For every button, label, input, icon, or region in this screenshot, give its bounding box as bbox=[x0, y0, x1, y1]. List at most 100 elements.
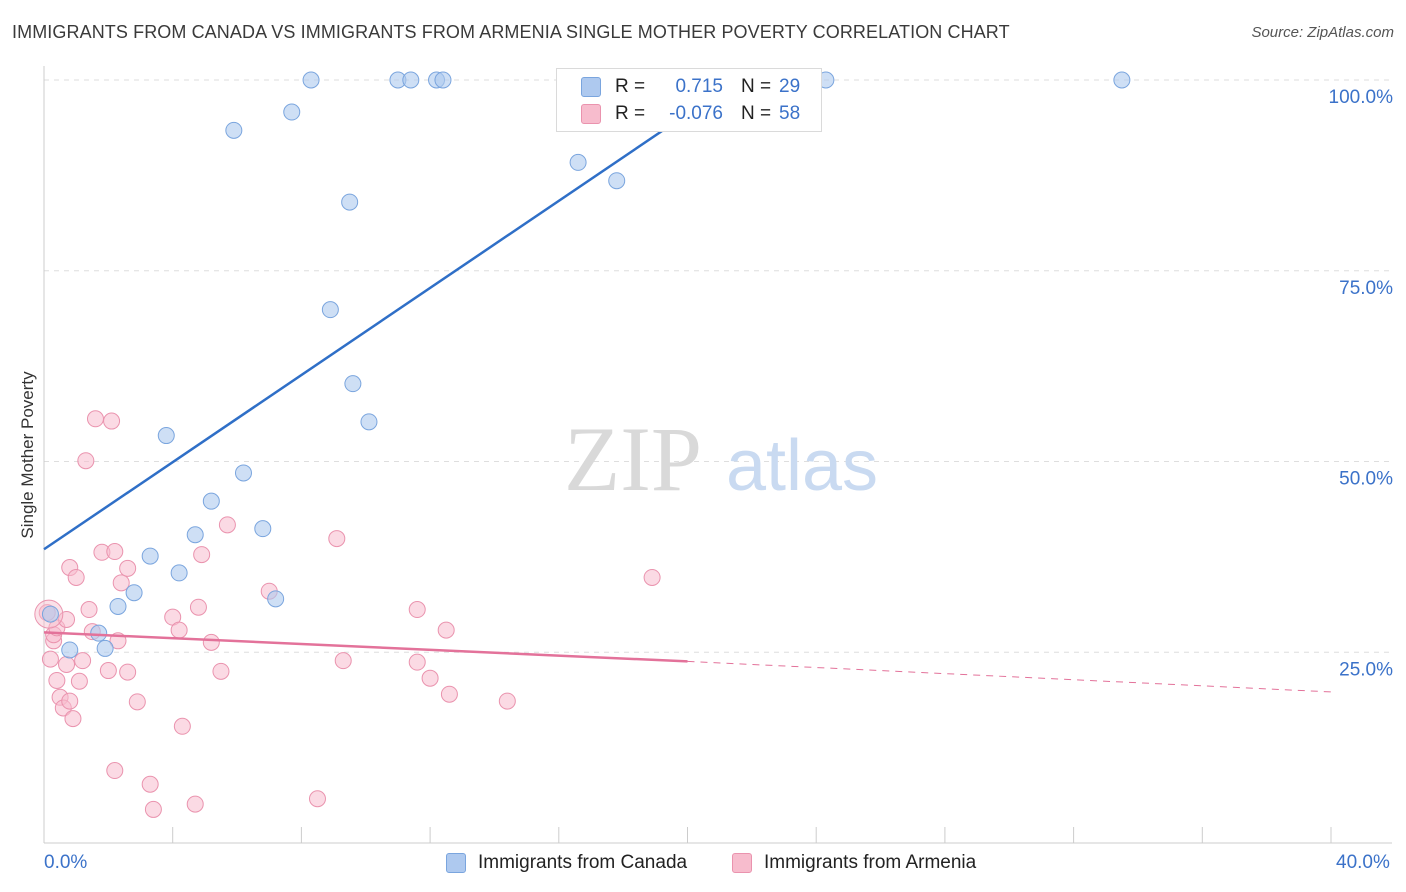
data-point-armenia bbox=[58, 655, 76, 673]
data-point-armenia bbox=[99, 662, 117, 680]
data-point-canada bbox=[186, 526, 204, 544]
data-point-armenia bbox=[106, 543, 124, 561]
source-label: Source: ZipAtlas.com bbox=[1251, 24, 1394, 41]
data-point-armenia bbox=[86, 410, 104, 428]
data-point-canada bbox=[41, 605, 59, 623]
n-label: N = bbox=[741, 76, 772, 97]
data-point-canada bbox=[434, 71, 452, 89]
data-point-armenia bbox=[643, 568, 661, 586]
data-point-armenia bbox=[112, 574, 130, 592]
data-point-armenia bbox=[48, 671, 66, 689]
data-point-armenia bbox=[141, 775, 159, 793]
legend-row-armenia: R = -0.076 N = 58 bbox=[581, 101, 800, 127]
r-value: 0.715 bbox=[675, 76, 723, 97]
data-point-armenia bbox=[80, 601, 98, 619]
data-point-canada bbox=[569, 153, 587, 171]
data-point-armenia bbox=[408, 601, 426, 619]
data-point-armenia bbox=[212, 662, 230, 680]
data-point-armenia bbox=[106, 762, 124, 780]
data-point-armenia bbox=[103, 412, 121, 430]
watermark-atlas: atlas bbox=[726, 426, 878, 506]
data-point-armenia bbox=[202, 633, 220, 651]
y-tick-label: 50.0% bbox=[1339, 469, 1393, 490]
series-canada bbox=[41, 71, 1131, 659]
x-tick-min: 0.0% bbox=[44, 852, 88, 873]
data-point-armenia bbox=[70, 672, 88, 690]
canada-swatch bbox=[581, 77, 601, 97]
legend-row-canada: R = 0.715 N = 29 bbox=[581, 74, 800, 100]
data-point-armenia bbox=[334, 652, 352, 670]
data-point-armenia bbox=[308, 790, 326, 808]
data-point-armenia bbox=[186, 795, 204, 813]
data-point-armenia bbox=[74, 652, 92, 670]
y-tick-labels: 25.0% 50.0% 75.0% 100.0% bbox=[1329, 87, 1394, 680]
y-tick-label: 75.0% bbox=[1339, 278, 1393, 299]
data-point-armenia bbox=[440, 685, 458, 703]
data-point-armenia bbox=[408, 653, 426, 671]
trend-line-canada bbox=[43, 71, 750, 551]
r-value: -0.076 bbox=[669, 103, 723, 124]
watermark-zip: ZIP bbox=[564, 408, 702, 510]
legend-label: Immigrants from Canada bbox=[478, 852, 688, 873]
correlation-legend: R = 0.715 N = 29 R = -0.076 N = 58 bbox=[556, 68, 822, 132]
data-point-canada bbox=[302, 71, 320, 89]
data-point-canada bbox=[125, 584, 143, 602]
r-label: R = bbox=[615, 103, 646, 124]
legend-label: Immigrants from Armenia bbox=[764, 852, 977, 873]
data-point-canada bbox=[109, 597, 127, 615]
data-point-canada bbox=[225, 121, 243, 139]
trend-line-armenia bbox=[43, 631, 688, 663]
data-point-armenia bbox=[67, 568, 85, 586]
canada-swatch bbox=[446, 853, 466, 873]
data-point-canada bbox=[157, 427, 175, 445]
data-point-canada bbox=[61, 641, 79, 659]
data-point-armenia bbox=[328, 530, 346, 548]
data-point-canada bbox=[1113, 71, 1131, 89]
data-point-armenia bbox=[170, 621, 188, 639]
data-point-armenia bbox=[119, 663, 137, 681]
r-label: R = bbox=[615, 76, 646, 97]
data-point-canada bbox=[402, 71, 420, 89]
legend-item-armenia: Immigrants from Armenia bbox=[732, 852, 976, 874]
data-point-canada bbox=[96, 639, 114, 657]
data-point-canada bbox=[234, 464, 252, 482]
watermark: ZIP atlas bbox=[564, 408, 878, 510]
grid-lines bbox=[44, 79, 1392, 653]
data-point-canada bbox=[360, 413, 378, 431]
data-point-armenia bbox=[437, 621, 455, 639]
armenia-swatch bbox=[581, 104, 601, 124]
n-value: 29 bbox=[779, 76, 801, 97]
data-point-canada bbox=[344, 375, 362, 393]
armenia-swatch bbox=[732, 853, 752, 873]
data-point-armenia bbox=[193, 546, 211, 564]
data-point-canada bbox=[283, 103, 301, 121]
data-point-armenia bbox=[189, 598, 207, 616]
y-tick-label: 25.0% bbox=[1339, 659, 1393, 680]
data-point-canada bbox=[608, 172, 626, 190]
data-point-canada bbox=[321, 301, 339, 319]
data-point-canada bbox=[141, 547, 159, 565]
n-value: 58 bbox=[779, 103, 801, 124]
data-point-armenia bbox=[77, 452, 95, 470]
data-point-armenia bbox=[128, 693, 146, 711]
data-point-armenia bbox=[498, 692, 516, 710]
legend-item-canada: Immigrants from Canada bbox=[446, 852, 687, 874]
trend-line-armenia-extension bbox=[687, 660, 1332, 693]
axes bbox=[43, 66, 1392, 844]
data-point-canada bbox=[202, 492, 220, 510]
y-tick-label: 100.0% bbox=[1329, 87, 1394, 108]
data-point-armenia bbox=[64, 710, 82, 728]
data-point-canada bbox=[267, 590, 285, 608]
data-point-canada bbox=[90, 624, 108, 642]
chart-title: IMMIGRANTS FROM CANADA VS IMMIGRANTS FRO… bbox=[12, 22, 1010, 42]
data-point-canada bbox=[341, 193, 359, 211]
data-point-armenia bbox=[144, 800, 162, 818]
data-point-armenia bbox=[41, 650, 59, 668]
data-point-armenia bbox=[61, 692, 79, 710]
x-tick-max: 40.0% bbox=[1336, 852, 1390, 873]
data-point-canada bbox=[170, 564, 188, 582]
data-point-armenia bbox=[218, 516, 236, 534]
data-point-armenia bbox=[119, 559, 137, 577]
y-axis-label: Single Mother Poverty bbox=[18, 371, 37, 539]
trend-lines bbox=[43, 71, 1332, 693]
